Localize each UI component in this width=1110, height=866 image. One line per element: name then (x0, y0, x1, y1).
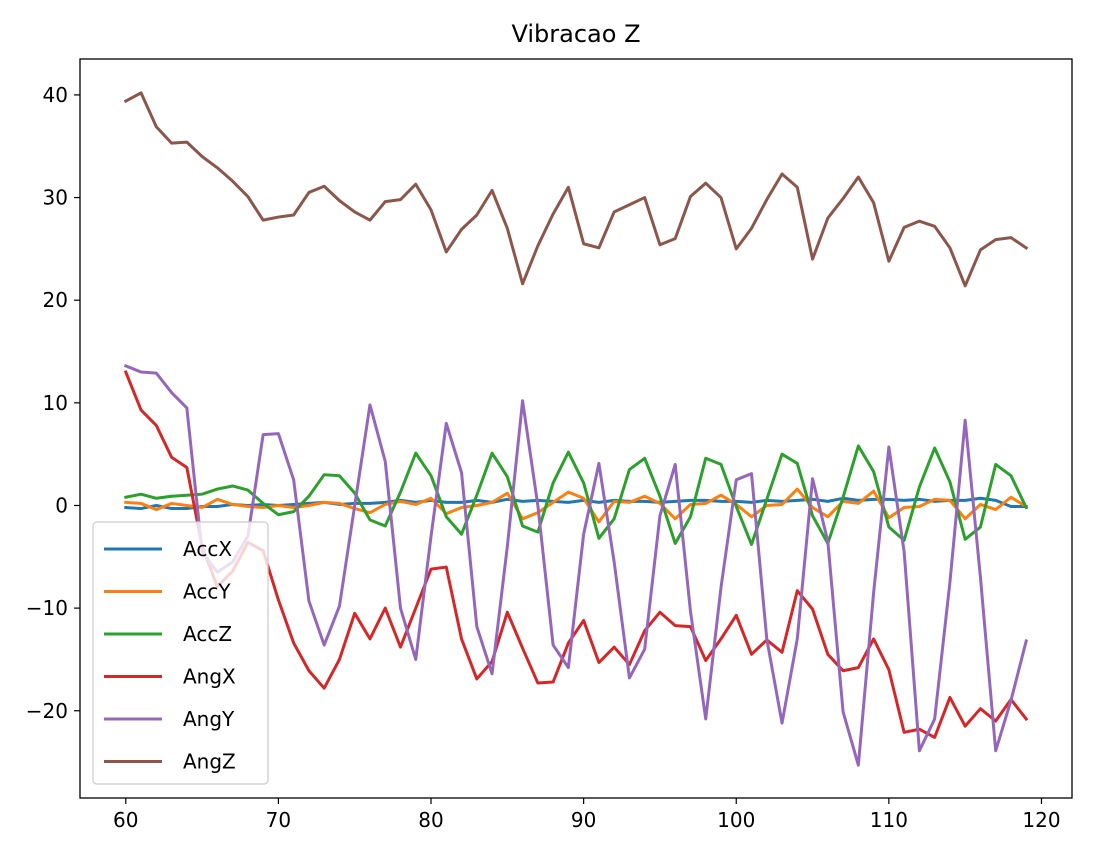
y-tick-label: 30 (43, 186, 68, 210)
y-tick-label: 20 (43, 288, 68, 312)
x-tick-label: 70 (266, 808, 291, 832)
y-tick-label: 40 (43, 83, 68, 107)
x-tick-label: 100 (717, 808, 755, 832)
x-tick-label: 80 (418, 808, 443, 832)
x-tick-label: 110 (870, 808, 908, 832)
y-tick-label: 10 (43, 391, 68, 415)
x-tick-label: 120 (1022, 808, 1060, 832)
legend-label: AngX (183, 665, 236, 689)
plot-frame (79, 58, 1073, 799)
legend-label: AccY (183, 580, 231, 604)
legend-label: AccX (183, 537, 232, 561)
series-line-accy (124, 487, 1029, 524)
series-line-accz (124, 444, 1029, 546)
chart-title: Vibracao Z (511, 20, 640, 48)
series-line-angx (123, 370, 1029, 739)
legend-label: AngZ (183, 750, 236, 774)
series-line-angz (123, 91, 1029, 288)
axes-layer: 60 70 80 90 100 110 120 −20 −10 0 10 20 30 40 (26, 83, 1061, 832)
legend-label: AngY (183, 707, 235, 731)
y-tick-label: −20 (26, 699, 68, 723)
legend: AccX AccY AccZ AngX AngY AngZ (92, 521, 269, 785)
y-tick-label: 0 (55, 493, 68, 517)
series-layer (123, 91, 1029, 767)
legend-label: AccZ (183, 622, 232, 646)
legend-box (92, 521, 269, 785)
x-tick-label: 60 (113, 808, 138, 832)
y-tick-label: −10 (26, 596, 68, 620)
series-line-angy (123, 363, 1029, 767)
x-tick-label: 90 (571, 808, 596, 832)
